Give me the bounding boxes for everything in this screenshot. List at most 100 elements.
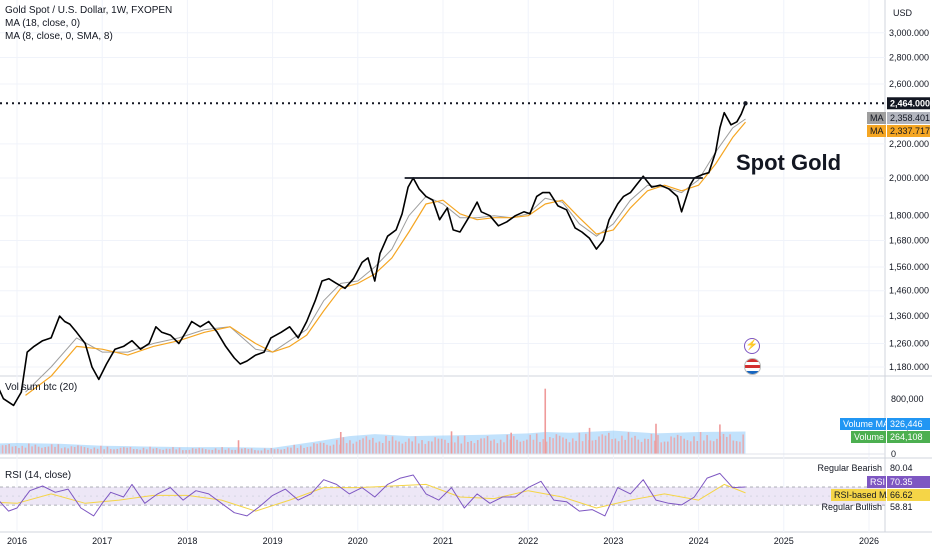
volume-legend[interactable]: Vol sum btc (20) xyxy=(5,382,77,394)
volume-bar xyxy=(77,445,79,454)
volume-bar xyxy=(2,445,4,454)
volume-bar xyxy=(444,440,446,454)
volume-bar xyxy=(539,442,541,454)
volume-bar xyxy=(579,433,581,454)
volume-bar xyxy=(251,448,253,454)
volume-bar xyxy=(287,447,289,454)
alert-icon[interactable]: ⚡ xyxy=(744,338,760,354)
volume-bar xyxy=(185,450,187,454)
volume-bar xyxy=(80,446,82,454)
volume-bar xyxy=(647,439,649,454)
volume-bar xyxy=(48,447,50,454)
volume-bar xyxy=(677,435,679,454)
volume-bar xyxy=(490,441,492,454)
volume-bar xyxy=(71,446,73,454)
volume-bar xyxy=(293,445,295,454)
volume-bar xyxy=(356,442,358,454)
volume-bar xyxy=(657,435,659,454)
volume-bar xyxy=(595,440,597,454)
volume-bar xyxy=(12,447,14,454)
volume-bar xyxy=(506,435,508,454)
volume-bar xyxy=(395,440,397,454)
volume-spike-bar xyxy=(510,433,512,454)
volume-bar xyxy=(136,449,138,454)
x-tick-label: 2023 xyxy=(603,536,623,546)
ma-slow-value-label: 2,337.717 xyxy=(890,126,930,136)
volume-bar xyxy=(379,441,381,454)
volume-value-label: 264,108 xyxy=(890,432,923,442)
volume-bar xyxy=(307,447,309,454)
volume-bar xyxy=(110,449,112,454)
volume-bar xyxy=(202,448,204,454)
volume-bar xyxy=(385,436,387,454)
y-tick-label: 2,000.000 xyxy=(889,173,929,183)
volume-bar xyxy=(425,444,427,454)
volume-bar xyxy=(441,439,443,454)
volume-bar xyxy=(264,448,266,454)
volume-bar xyxy=(729,434,731,454)
volume-bar xyxy=(189,450,191,454)
volume-bar xyxy=(172,447,174,454)
volume-bar xyxy=(179,448,181,454)
volume-bar xyxy=(212,450,214,454)
volume-bar xyxy=(716,439,718,454)
volume-bar xyxy=(700,432,702,454)
volume-bar xyxy=(438,439,440,454)
volume-bar xyxy=(175,449,177,454)
ma-slow-legend[interactable]: MA (8, close, 0, SMA, 8) xyxy=(5,31,113,43)
volume-bar xyxy=(35,445,37,454)
volume-bar xyxy=(54,447,56,454)
volume-bar xyxy=(470,441,472,454)
flag-icon[interactable] xyxy=(744,358,761,375)
volume-bar xyxy=(461,444,463,454)
volume-bar xyxy=(139,450,141,454)
volume-bar xyxy=(159,449,161,454)
x-tick-label: 2024 xyxy=(689,536,709,546)
volume-bar xyxy=(703,440,705,454)
volume-bar xyxy=(349,440,351,454)
volume-bar xyxy=(84,447,86,454)
rsi-legend[interactable]: RSI (14, close) xyxy=(5,470,71,482)
volume-bar xyxy=(428,441,430,454)
volume-bar xyxy=(536,434,538,454)
symbol-title[interactable]: Gold Spot / U.S. Dollar, 1W, FXOPEN xyxy=(5,5,172,17)
volume-bar xyxy=(87,448,89,454)
ma-fast-legend[interactable]: MA (18, close, 0) xyxy=(5,18,80,30)
volume-bar xyxy=(487,436,489,454)
volume-bar xyxy=(352,444,354,454)
last-price-marker xyxy=(743,101,747,105)
volume-spike-bar xyxy=(589,428,591,454)
volume-bar xyxy=(585,434,587,454)
volume-bar xyxy=(94,448,96,454)
volume-bar xyxy=(208,450,210,454)
x-tick-label: 2026 xyxy=(859,536,879,546)
volume-bar xyxy=(454,442,456,454)
volume-bar xyxy=(375,443,377,454)
volume-bar xyxy=(503,442,505,454)
volume-bar xyxy=(103,449,105,454)
volume-bar xyxy=(382,443,384,454)
volume-bar xyxy=(483,438,485,454)
volume-bar xyxy=(651,434,653,454)
volume-bar xyxy=(67,448,69,454)
volume-bar xyxy=(90,449,92,454)
spot-gold-annotation: Spot Gold xyxy=(736,150,841,175)
volume-bar xyxy=(362,438,364,454)
regular-bearish-value: 80.04 xyxy=(890,463,913,473)
volume-bar xyxy=(464,436,466,454)
volume-bar xyxy=(254,450,256,454)
x-tick-label: 2020 xyxy=(348,536,368,546)
x-tick-label: 2025 xyxy=(774,536,794,546)
x-tick-label: 2017 xyxy=(92,536,112,546)
volume-bar xyxy=(166,449,168,454)
volume-bar xyxy=(497,443,499,454)
volume-bar xyxy=(297,448,299,454)
volume-ma-value-label: 326,446 xyxy=(890,419,923,429)
y-tick-label: 1,800.000 xyxy=(889,211,929,221)
volume-bar xyxy=(28,443,30,454)
volume-spike-bar xyxy=(655,424,657,454)
volume-bar xyxy=(244,448,246,454)
volume-bar xyxy=(369,440,371,454)
